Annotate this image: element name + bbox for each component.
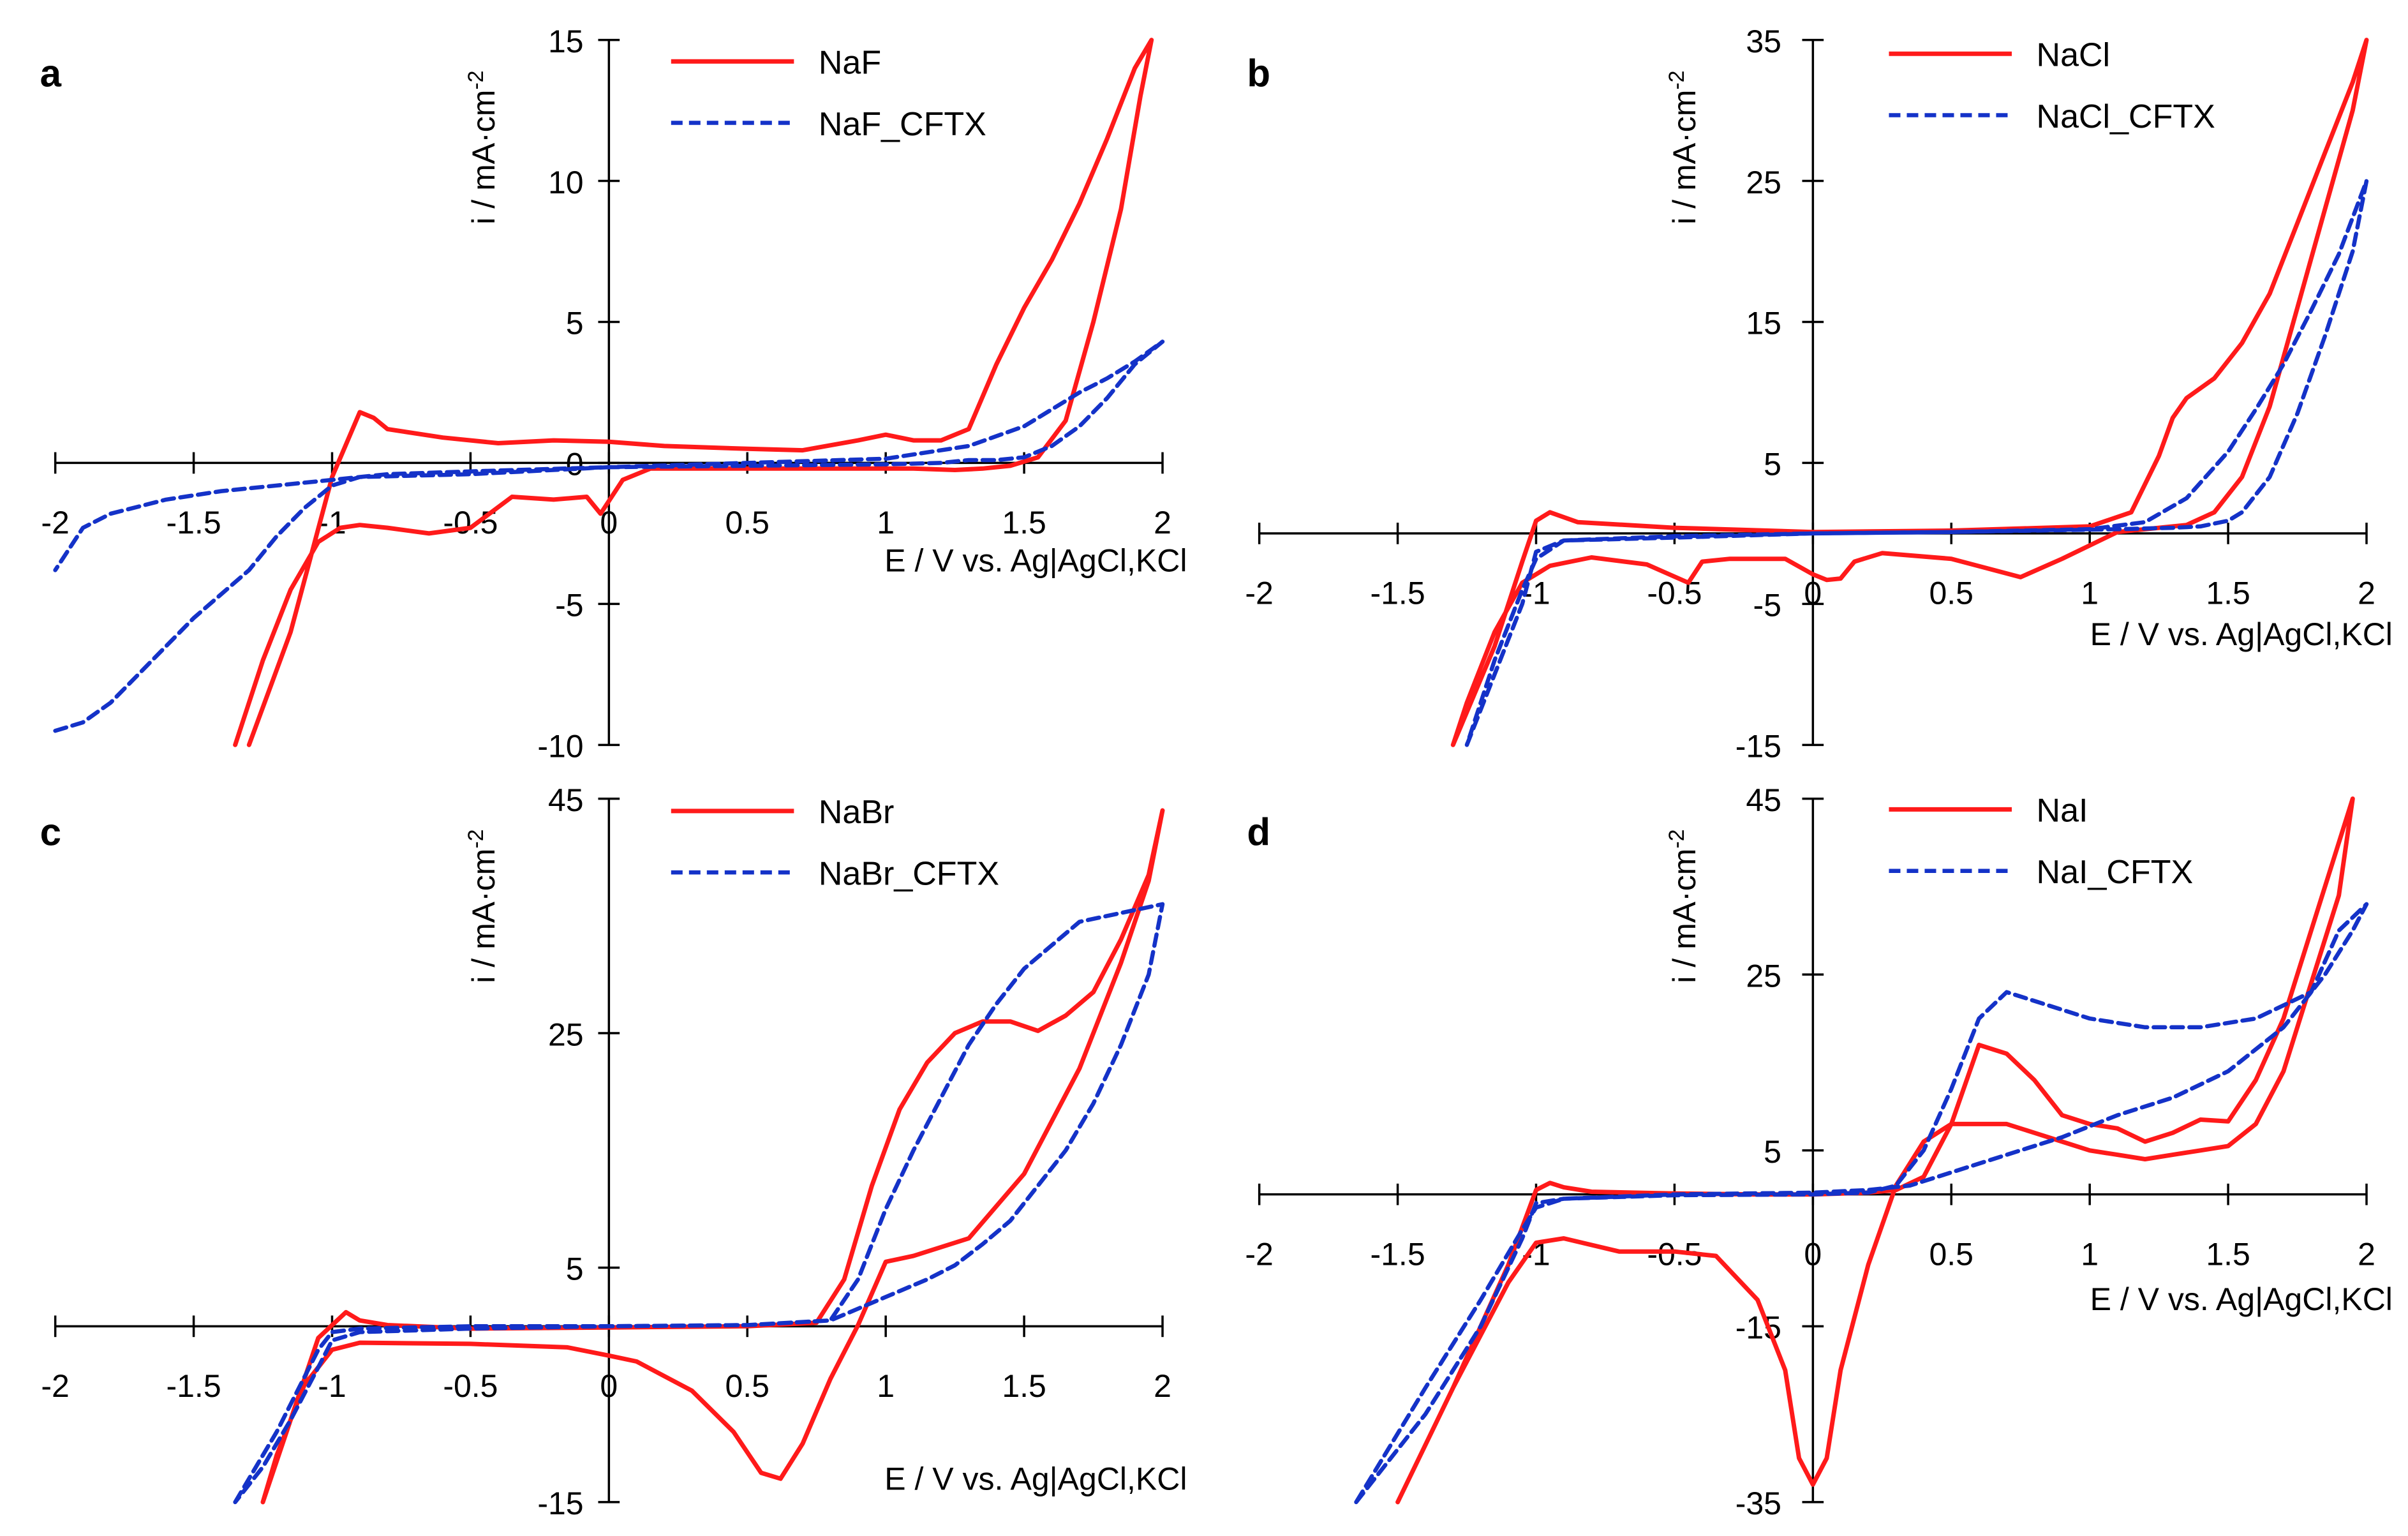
x-tick-label: -1 [318, 1368, 346, 1404]
panel-label: a [40, 52, 62, 95]
panel-c: -2 -1.5 -1 -0.5 0 0.5 1 1.5 2 -15 5 25 45 NaBr NaBr_CF… [40, 782, 1187, 1521]
x-tick-label: 0 [1804, 576, 1822, 611]
series-line-NaCl_CFTX [1464, 179, 2369, 747]
y-axis-label: i / mA·cm-2 [1665, 70, 1702, 224]
x-tick-label: 0.5 [1929, 576, 1973, 611]
panel-label: d [1247, 811, 1270, 854]
y-tick-label: -15 [537, 1486, 583, 1521]
y-axis-label: i / mA·cm-2 [1665, 829, 1702, 983]
y-tick-label: 15 [548, 24, 584, 59]
x-tick-label: 0 [1804, 1236, 1822, 1272]
x-tick-label: 0 [600, 1368, 618, 1404]
legend-label: NaI_CFTX [2037, 854, 2194, 891]
y-tick-label: 0 [566, 447, 584, 482]
x-tick-label: 0.5 [725, 1368, 769, 1404]
y-tick-label: -10 [537, 729, 583, 764]
panel-label: c [40, 811, 61, 854]
x-tick-label: 1.5 [2206, 576, 2250, 611]
y-tick-label: 45 [1746, 782, 1781, 818]
x-axis-label: E / V vs. Ag|AgCl,KCl [2090, 616, 2393, 652]
x-tick-label: 1.5 [2206, 1236, 2250, 1272]
x-tick-label: -0.5 [443, 1368, 498, 1404]
y-tick-label: -5 [555, 588, 583, 623]
x-tick-label: -1.5 [1370, 1236, 1425, 1272]
series-line-NaI_CFTX [1354, 902, 2369, 1505]
y-tick-label: 10 [548, 165, 584, 200]
x-tick-label: -2 [1245, 576, 1273, 611]
x-tick-label: 2 [1154, 505, 1171, 541]
x-tick-label: -1.5 [166, 1368, 221, 1404]
x-tick-label: 1 [877, 505, 895, 541]
x-tick-label: -2 [1245, 1236, 1273, 1272]
x-tick-label: -0.5 [443, 505, 498, 541]
x-tick-label: 1.5 [1002, 1368, 1046, 1404]
x-tick-label: -1.5 [166, 505, 221, 541]
x-axis-label: E / V vs. Ag|AgCl,KCl [884, 1461, 1187, 1497]
series-line-NaF [233, 38, 1154, 747]
legend-label: NaBr [819, 794, 894, 831]
x-tick-label: 1 [2081, 576, 2099, 611]
x-tick-label: 2 [2358, 576, 2375, 611]
y-tick-label: 5 [566, 306, 584, 341]
y-tick-label: -35 [1735, 1486, 1781, 1521]
legend-label: NaI [2037, 793, 2088, 830]
y-tick-label: 35 [1746, 24, 1781, 59]
panel-a: -2 -1.5 -1 -0.5 0 0.5 1 1.5 2-10-5051015NaFNaF_C… [40, 24, 1187, 764]
series-line-NaF_CFTX [53, 339, 1165, 733]
legend-label: NaBr_CFTX [819, 855, 999, 892]
x-axis-label: E / V vs. Ag|AgCl,KCl [884, 542, 1187, 578]
y-tick-label: 5 [1764, 447, 1781, 482]
y-tick-label: 45 [548, 782, 584, 818]
y-tick-label: 5 [566, 1251, 584, 1287]
x-tick-label: -2 [41, 505, 69, 541]
x-tick-label: 2 [2358, 1236, 2375, 1272]
x-tick-label: 2 [1154, 1368, 1171, 1404]
x-tick-label: 1 [877, 1368, 895, 1404]
y-axis-label: i / mA·cm-2 [464, 70, 502, 224]
legend-label: NaF [819, 45, 881, 82]
x-tick-label: 0.5 [725, 505, 769, 541]
y-axis-label: i / mA·cm-2 [464, 829, 502, 983]
x-tick-label: -0.5 [1647, 576, 1702, 611]
series-line-NaI [1395, 796, 2355, 1505]
y-tick-label: 25 [548, 1017, 584, 1052]
x-tick-label: 0.5 [1929, 1236, 1973, 1272]
x-tick-label: 1 [2081, 1236, 2099, 1272]
series-line-NaBr_CFTX [233, 902, 1165, 1505]
y-tick-label: -15 [1735, 729, 1781, 764]
x-axis-label: E / V vs. Ag|AgCl,KCl [2090, 1281, 2393, 1317]
y-tick-label: 25 [1746, 165, 1781, 200]
panel-label: b [1247, 52, 1270, 95]
y-tick-label: 5 [1764, 1134, 1781, 1170]
x-tick-label: -2 [41, 1368, 69, 1404]
x-tick-label: -1.5 [1370, 576, 1425, 611]
y-tick-label: 25 [1746, 958, 1781, 994]
legend-label: NaF_CFTX [819, 106, 986, 143]
x-tick-label: 1.5 [1002, 505, 1046, 541]
legend-label: NaCl [2037, 36, 2111, 73]
y-tick-label: -5 [1753, 588, 1781, 623]
y-tick-label: 15 [1746, 306, 1781, 341]
legend-label: NaCl_CFTX [2037, 98, 2215, 135]
